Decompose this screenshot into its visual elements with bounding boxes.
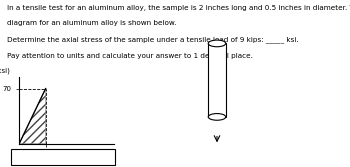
Text: diagram for an aluminum alloy is shown below.: diagram for an aluminum alloy is shown b… [7, 20, 176, 26]
Text: In a tensile test for an aluminum alloy, the sample is 2 inches long and 0.5 inc: In a tensile test for an aluminum alloy,… [7, 5, 350, 11]
Y-axis label: σ (ksi): σ (ksi) [0, 68, 9, 74]
Text: Pay attention to units and calculate your answer to 1 decimal place.: Pay attention to units and calculate you… [7, 53, 253, 59]
X-axis label: ε (in./in.): ε (in./in.) [51, 159, 82, 165]
Text: Determine the axial stress of the sample under a tensile load of 9 kips: _____ k: Determine the axial stress of the sample… [7, 37, 299, 43]
